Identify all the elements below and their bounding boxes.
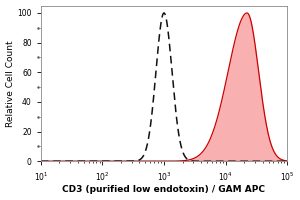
Y-axis label: Relative Cell Count: Relative Cell Count <box>6 40 15 127</box>
X-axis label: CD3 (purified low endotoxin) / GAM APC: CD3 (purified low endotoxin) / GAM APC <box>62 185 266 194</box>
